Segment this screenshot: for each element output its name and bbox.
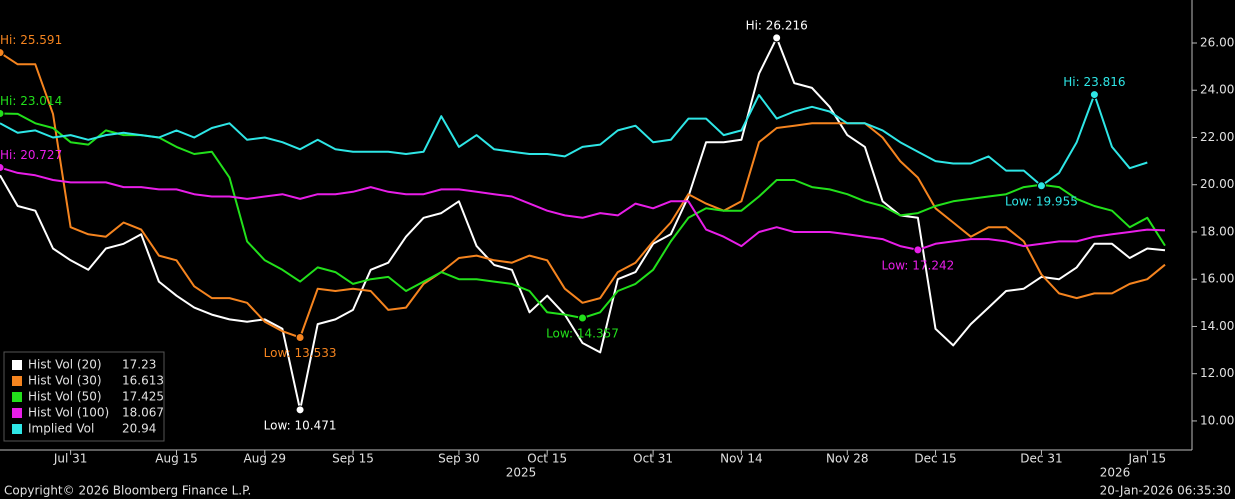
y-tick-label: 20.00	[1200, 177, 1234, 191]
extreme-marker	[772, 33, 782, 43]
legend-value: 17.23	[122, 358, 156, 372]
extreme-label: Hi: 25.591	[0, 33, 62, 47]
y-tick-label: 12.00	[1200, 366, 1234, 380]
extreme-label: Hi: 23.816	[1063, 75, 1125, 89]
extreme-marker	[1036, 181, 1046, 191]
legend-label: Hist Vol (20)	[28, 358, 102, 372]
x-tick-label: Nov 28	[826, 452, 869, 466]
legend-swatch	[12, 376, 22, 386]
year-label: 2026	[1100, 466, 1131, 480]
legend-value: 20.94	[122, 422, 156, 436]
extreme-label: Low: 19.955	[1005, 194, 1078, 208]
series-line	[0, 166, 1166, 251]
legend-label: Hist Vol (30)	[28, 374, 102, 388]
extreme-marker	[913, 245, 923, 255]
x-tick-label: Nov 14	[720, 452, 763, 466]
extreme-marker	[295, 332, 305, 342]
x-tick-label: Dec 31	[1020, 452, 1062, 466]
y-tick-label: 10.00	[1200, 413, 1234, 427]
legend-label: Hist Vol (50)	[28, 390, 102, 404]
copyright: Copyright© 2026 Bloomberg Finance L.P.	[4, 484, 251, 498]
legend-value: 16.613	[122, 374, 164, 388]
extreme-label: Low: 17.242	[881, 258, 954, 272]
y-tick-label: 18.00	[1200, 224, 1234, 238]
y-tick-label: 16.00	[1200, 272, 1234, 286]
extreme-marker	[578, 313, 587, 323]
extreme-label: Low: 14.357	[546, 327, 619, 341]
legend-label: Hist Vol (100)	[28, 406, 109, 420]
extreme-marker	[0, 163, 5, 173]
y-tick-label: 26.00	[1200, 35, 1234, 49]
series-line	[0, 51, 1166, 339]
year-label: 2025	[506, 466, 537, 480]
extreme-marker	[1089, 90, 1099, 100]
extreme-label: Low: 10.471	[264, 418, 337, 432]
legend-label: Implied Vol	[28, 422, 94, 436]
series-line	[0, 93, 1148, 187]
x-tick-label: Oct 31	[633, 452, 673, 466]
x-tick-label: Sep 30	[438, 452, 480, 466]
extreme-marker	[0, 48, 5, 58]
legend-swatch	[12, 360, 22, 370]
timestamp: 20-Jan-2026 06:35:30	[1100, 484, 1231, 498]
legend-swatch	[12, 392, 22, 402]
legend-value: 18.067	[122, 406, 164, 420]
legend-swatch	[12, 424, 22, 434]
extreme-marker	[0, 109, 5, 119]
x-tick-label: Oct 15	[527, 452, 567, 466]
x-tick-label: Aug 15	[155, 452, 198, 466]
legend-swatch	[12, 408, 22, 418]
x-tick-label: Sep 15	[332, 452, 374, 466]
extreme-label: Low: 13.533	[264, 346, 337, 360]
x-tick-label: Jan 15	[1128, 452, 1167, 466]
legend-value: 17.425	[122, 390, 164, 404]
series-line	[0, 36, 1166, 411]
y-tick-label: 24.00	[1200, 83, 1234, 97]
legend-box	[3, 351, 165, 442]
y-tick-label: 14.00	[1200, 319, 1234, 333]
extreme-label: Hi: 20.727	[0, 148, 62, 162]
x-tick-label: Aug 29	[244, 452, 287, 466]
extreme-marker	[295, 405, 305, 415]
x-tick-label: Dec 15	[914, 452, 956, 466]
x-tick-label: Jul 31	[53, 452, 88, 466]
extreme-label: Hi: 23.014	[0, 94, 62, 108]
y-tick-label: 22.00	[1200, 130, 1234, 144]
extreme-label: Hi: 26.216	[746, 18, 808, 32]
